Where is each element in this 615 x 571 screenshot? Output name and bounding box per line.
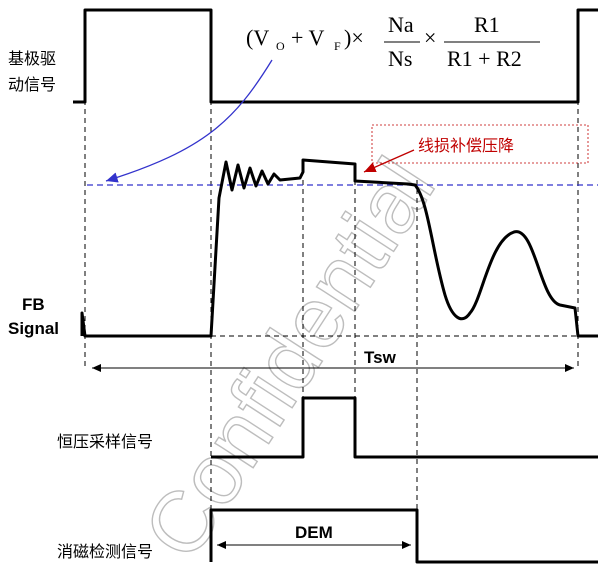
cv-sample-label: 恒压采样信号 <box>57 432 153 451</box>
formula: (V O + V F )× Na Ns × R1 R1 + R2 <box>246 12 540 71</box>
line-drop-label: 线损补偿压降 <box>418 136 514 155</box>
formula-sub-f: F <box>334 39 341 53</box>
gate-drive-waveform <box>73 8 598 104</box>
tsw-label: Tsw <box>364 348 397 367</box>
formula-na: Na <box>388 12 414 37</box>
cv-sample-waveform <box>211 396 598 459</box>
formula-r1-plus-r2: R1 + R2 <box>447 46 522 71</box>
formula-r1: R1 <box>474 12 500 37</box>
demag-label: 消磁检测信号 <box>57 542 153 561</box>
formula-plus: + V <box>291 25 325 50</box>
line-drop-callout-box <box>371 124 589 164</box>
demag-waveform <box>209 508 598 564</box>
formula-ns: Ns <box>388 46 412 71</box>
gate-drive-label-line1: 基极驱 <box>8 49 56 68</box>
formula-times: × <box>424 25 436 50</box>
watermark: Confidential <box>125 142 453 571</box>
formula-sub-o: O <box>276 39 285 53</box>
gate-drive-label-line2: 动信号 <box>8 75 56 94</box>
line-drop-arrow <box>363 149 415 173</box>
formula-pointer-arrow <box>105 59 273 183</box>
fb-label-line1: FB <box>22 295 45 314</box>
formula-close-times: )× <box>344 25 364 50</box>
fb-label-line2: Signal <box>8 319 59 338</box>
formula-open-paren: (V <box>246 25 269 50</box>
dem-label: DEM <box>295 523 333 542</box>
fb-waveform <box>80 158 598 338</box>
